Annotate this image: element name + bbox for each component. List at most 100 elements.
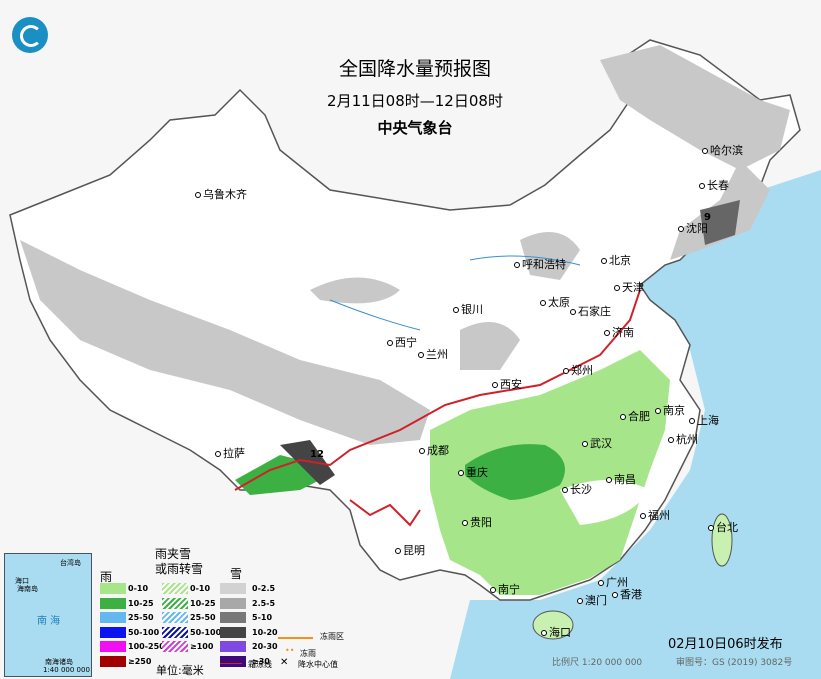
city-label: 台北	[708, 519, 738, 535]
city-label: 香港	[612, 586, 642, 602]
precip-center-value: 12	[310, 449, 324, 460]
legend-freezing-rain: 冻雨	[300, 649, 316, 658]
city-name: 北京	[609, 254, 631, 267]
legend-label-rain: 50-100	[128, 627, 160, 637]
city-label: 沈阳	[678, 220, 708, 236]
legend-swatch-snow	[220, 641, 246, 652]
inset-label: 台湾岛	[60, 559, 81, 567]
city-label: 福州	[640, 507, 670, 523]
city-label: 郑州	[563, 362, 593, 378]
city-name: 上海	[697, 414, 719, 427]
legend-swatch-rain	[100, 583, 126, 594]
city-name: 兰州	[426, 348, 448, 361]
city-name: 合肥	[628, 410, 650, 423]
city-dot-icon	[418, 352, 424, 358]
legend-swatch-snow	[220, 655, 246, 667]
forecast-period: 2月11日08时—12日08时	[327, 92, 503, 110]
city-dot-icon	[614, 285, 620, 291]
city-dot-icon	[655, 408, 661, 414]
city-label: 乌鲁木齐	[195, 186, 247, 202]
legend-label-snow: 2.5-5	[252, 598, 276, 608]
city-name: 太原	[548, 296, 570, 309]
legend-swatch-rain	[100, 612, 126, 623]
city-name: 西宁	[395, 336, 417, 349]
legend-rain-title: 雨	[100, 570, 113, 584]
legend-label-mixed: ≥100	[190, 642, 214, 651]
no-rain-area	[560, 480, 650, 525]
map-approval-number: 审图号：GS (2019) 3082号	[676, 658, 793, 668]
city-dot-icon	[604, 330, 610, 336]
legend-label-snow: 10-20	[252, 627, 278, 637]
city-label: 银川	[453, 301, 483, 317]
city-label: 合肥	[620, 408, 650, 424]
city-dot-icon	[419, 448, 425, 454]
city-name: 台北	[716, 521, 738, 534]
city-dot-icon	[453, 307, 459, 313]
city-label: 贵阳	[462, 514, 492, 530]
city-name: 长沙	[570, 483, 592, 496]
city-dot-icon	[577, 598, 583, 604]
legend-swatch-snow	[220, 597, 246, 609]
city-label: 西宁	[387, 334, 417, 350]
cma-logo	[12, 17, 48, 53]
inset-label: 海南岛	[17, 585, 38, 593]
city-label: 长沙	[562, 481, 592, 497]
city-name: 南京	[663, 404, 685, 417]
issuer: 中央气象台	[377, 119, 453, 137]
city-label: 南宁	[490, 581, 520, 597]
city-name: 呼和浩特	[522, 258, 566, 271]
legend-mixed-title: 或雨转雪	[155, 562, 204, 576]
frost-line	[234, 289, 641, 527]
city-dot-icon	[492, 382, 498, 388]
map-scale: 比例尺 1:20 000 000	[552, 658, 643, 668]
legend-swatch-rain	[100, 641, 126, 652]
inset-label: 南海诸岛	[45, 658, 73, 666]
legend-label-snow: 20-30	[252, 642, 278, 651]
city-label: 澳门	[577, 592, 607, 608]
legend-mixed-title: 雨夹雪	[155, 547, 192, 561]
city-dot-icon	[458, 470, 464, 476]
city-label: 上海	[689, 412, 719, 428]
rain-moderate-area-south	[235, 455, 320, 495]
city-name: 沈阳	[686, 222, 708, 235]
legend-snow-title: 雪	[230, 567, 243, 581]
city-dot-icon	[606, 477, 612, 483]
city-label: 太原	[540, 294, 570, 310]
city-name: 澳门	[585, 594, 607, 607]
city-label: 成都	[419, 442, 449, 458]
city-name: 杭州	[676, 433, 698, 446]
legend-precip-center: 降水中心值	[298, 660, 338, 669]
legend-swatch-mixed	[162, 641, 188, 652]
city-label: 拉萨	[215, 445, 245, 461]
legend-freezing-rain-area: 冻雨区	[320, 632, 344, 641]
legend-swatch-mixed	[162, 583, 188, 594]
city-dot-icon	[562, 487, 568, 493]
city-dot-icon	[215, 451, 221, 457]
city-label: 哈尔滨	[702, 142, 743, 158]
map-title: 全国降水量预报图	[338, 58, 491, 80]
city-dot-icon	[612, 592, 618, 598]
legend-label-snow: ≥30	[252, 656, 270, 666]
city-dot-icon	[490, 587, 496, 593]
city-name: 哈尔滨	[710, 144, 743, 157]
city-dot-icon	[598, 580, 604, 586]
legend: 台湾岛 海南岛 海口 南 海 南海诸岛 1:40 000 000 雨 雨夹雪 或…	[0, 540, 420, 679]
city-dot-icon	[195, 192, 201, 198]
legend-swatch-snow	[220, 612, 246, 623]
inset-label: 海口	[15, 577, 29, 585]
legend-label-mixed: 0-10	[190, 584, 211, 593]
legend-swatch-mixed	[162, 626, 188, 638]
legend-swatch-rain	[100, 597, 126, 609]
city-dot-icon	[541, 630, 547, 636]
city-name: 广州	[606, 576, 628, 589]
legend-swatch-rain	[100, 626, 126, 638]
legend-frost-line: 霜冻线	[248, 660, 272, 669]
city-name: 武汉	[590, 437, 612, 450]
city-dot-icon	[620, 414, 626, 420]
legend-swatch-rain	[100, 655, 126, 667]
city-name: 乌鲁木齐	[203, 188, 247, 201]
snow-heavy-area-tibet	[280, 440, 335, 485]
city-name: 石家庄	[578, 305, 611, 318]
city-label: 海口	[541, 624, 571, 640]
city-dot-icon	[563, 368, 569, 374]
